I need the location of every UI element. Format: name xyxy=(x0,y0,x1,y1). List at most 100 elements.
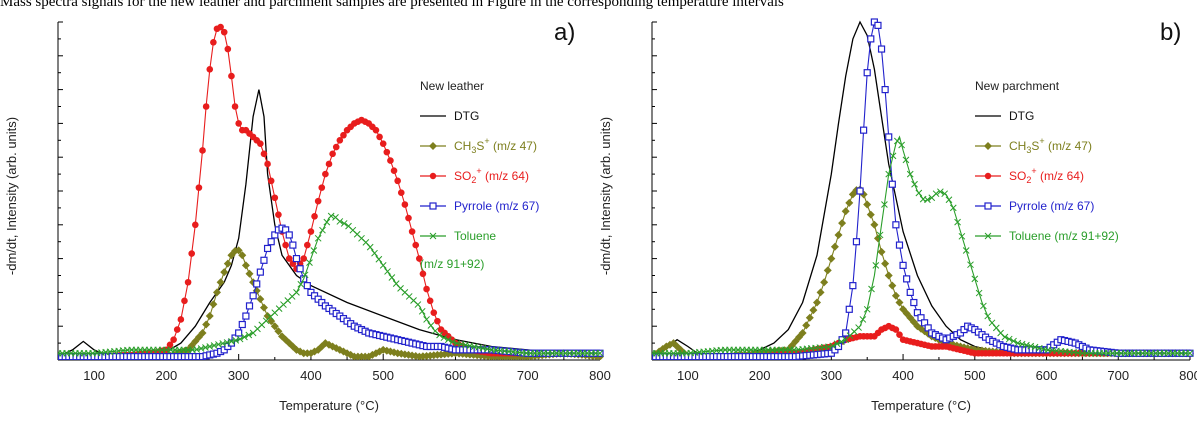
data-point xyxy=(256,268,264,276)
data-point xyxy=(364,352,373,360)
data-point xyxy=(895,241,904,249)
data-point xyxy=(860,126,868,134)
data-point xyxy=(911,180,918,188)
x-tick-label: 500 xyxy=(964,368,986,383)
x-tick-label: 300 xyxy=(228,368,250,383)
data-point xyxy=(253,280,261,288)
legend-marker xyxy=(429,172,437,180)
data-point xyxy=(323,218,331,226)
data-point xyxy=(259,303,268,312)
data-point xyxy=(275,211,282,218)
data-point xyxy=(256,295,265,304)
legend-marker xyxy=(984,142,992,150)
data-point xyxy=(449,338,456,346)
data-point xyxy=(282,226,290,234)
series-line xyxy=(58,89,601,358)
data-point xyxy=(271,231,279,239)
series-pyrrole-m-z-67- xyxy=(58,224,604,360)
data-point xyxy=(992,324,1000,332)
legend-label: Toluene xyxy=(454,229,496,243)
data-point xyxy=(228,72,235,80)
legend-label: Pyrrole (m/z 67) xyxy=(454,199,539,213)
data-point xyxy=(241,261,250,270)
data-point xyxy=(834,230,843,239)
data-point xyxy=(340,131,347,139)
data-point xyxy=(440,334,448,342)
legend-label-part: (m/z 64) xyxy=(1037,169,1084,183)
data-point xyxy=(267,177,275,185)
data-point xyxy=(306,259,313,267)
legend-label-part: + xyxy=(1031,166,1036,176)
data-point xyxy=(297,280,305,288)
legend-label-part: (m/z 47) xyxy=(1045,139,1092,153)
legend-label-part: + xyxy=(476,166,481,176)
legend-label-part: SO xyxy=(454,169,471,183)
data-point xyxy=(868,285,875,293)
data-point xyxy=(296,265,304,273)
x-tick-label: 600 xyxy=(445,368,467,383)
x-tick-label: 700 xyxy=(517,368,539,383)
data-point xyxy=(881,259,890,268)
data-point xyxy=(1186,349,1194,357)
data-point xyxy=(336,218,344,225)
data-point xyxy=(1031,343,1039,351)
legend-label-part: Toluene (m/z 91+92) xyxy=(1009,229,1119,243)
data-point xyxy=(863,200,872,209)
data-point xyxy=(264,160,271,168)
data-point xyxy=(170,336,177,344)
data-point xyxy=(314,234,322,242)
legend-label-part: CH xyxy=(1009,139,1026,153)
data-point xyxy=(962,247,970,254)
legend-label-part: 3 xyxy=(1026,145,1031,155)
data-point xyxy=(971,275,979,283)
data-point xyxy=(372,126,380,134)
data-point xyxy=(827,254,836,263)
data-point xyxy=(249,292,257,300)
data-point xyxy=(245,331,253,339)
data-point xyxy=(224,45,232,53)
data-point xyxy=(949,204,957,212)
data-point xyxy=(891,291,900,300)
x-tick-label: 400 xyxy=(300,368,322,383)
legend-label-part: S xyxy=(1031,139,1039,153)
data-point xyxy=(859,316,867,323)
data-point xyxy=(845,305,853,313)
data-point xyxy=(202,320,211,329)
data-point xyxy=(270,322,279,331)
data-point xyxy=(874,21,882,29)
data-point xyxy=(231,103,239,110)
data-point xyxy=(212,288,221,297)
series-line xyxy=(652,20,1190,358)
data-point xyxy=(307,228,315,235)
data-point xyxy=(419,270,427,278)
data-point xyxy=(984,312,992,320)
x-tick-label: 100 xyxy=(83,368,105,383)
data-point xyxy=(988,319,996,327)
x-tick-label: 200 xyxy=(749,368,771,383)
data-point xyxy=(209,300,218,309)
data-point xyxy=(319,226,326,234)
data-point xyxy=(260,256,268,264)
y-axis-label: -dm/dt, Intensity (arb. units) xyxy=(598,117,613,275)
x-axis-label: Temperature (°C) xyxy=(279,398,379,413)
data-point xyxy=(816,288,825,297)
data-point xyxy=(1005,335,1013,343)
data-point xyxy=(188,250,195,257)
data-point xyxy=(314,197,322,205)
data-point xyxy=(416,255,423,262)
series-line xyxy=(58,227,600,358)
data-point xyxy=(1014,339,1022,347)
data-point xyxy=(401,201,409,208)
data-point xyxy=(220,268,229,277)
data-point xyxy=(232,337,240,344)
legend-label-part: Pyrrole (m/z 67) xyxy=(454,199,539,213)
legend-label-part: 2 xyxy=(1026,175,1031,185)
data-point xyxy=(198,328,207,337)
data-point xyxy=(418,307,426,315)
data-point xyxy=(397,189,405,196)
data-point xyxy=(829,342,837,350)
data-point xyxy=(436,331,443,339)
data-point xyxy=(376,133,383,141)
data-point xyxy=(383,148,391,156)
